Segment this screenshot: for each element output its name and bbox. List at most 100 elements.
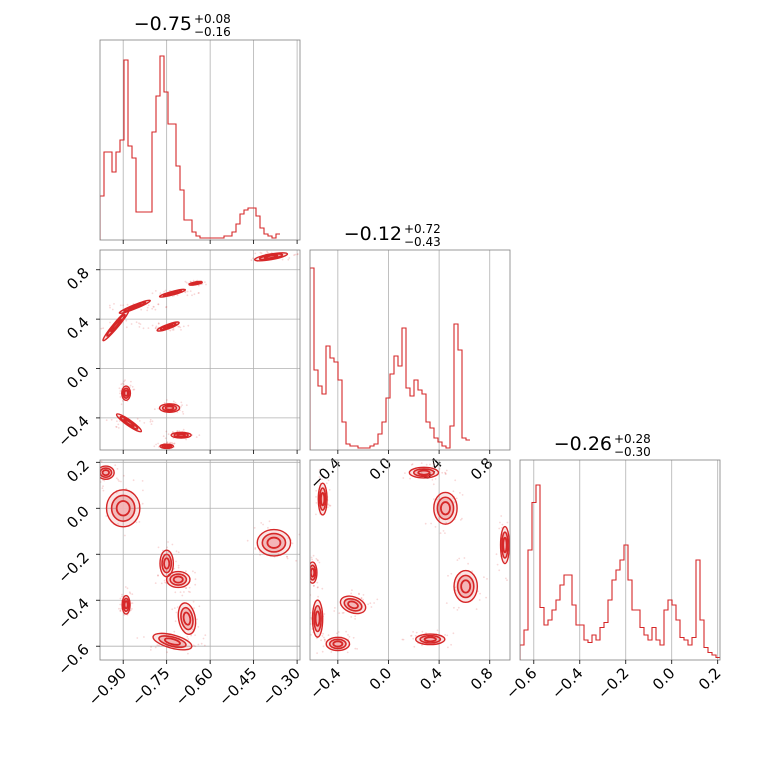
p2_vs_p1-blob-4-point-16 — [498, 569, 501, 572]
p1_vs_p0-blob-4-point-8 — [198, 284, 200, 287]
p1_vs_p0-blob-0-point-10 — [296, 253, 299, 256]
hist_p0-frame — [99, 39, 301, 241]
p2_vs_p1-blob-9-point-19 — [415, 631, 418, 634]
p2_vs_p1-contours — [308, 462, 512, 654]
p1_vs_p0-blob-7-point-21 — [110, 418, 113, 421]
hist_p0-title: −0.75 +0.08−0.16 — [134, 12, 231, 39]
p2_vs_p0-blob-5-point-15 — [198, 605, 201, 608]
p1_vs_p0-blob-0-point-21 — [288, 257, 291, 259]
p1_vs_p0-blob-1-point-18 — [125, 319, 128, 322]
p2_vs_p1-blob-6-point-3 — [350, 592, 353, 595]
p2_vs_p1-blob-8-point-2 — [316, 637, 318, 640]
p2_vs_p1-blob-8-point-1 — [321, 650, 324, 653]
p2_vs_p0-blob-3-point-8 — [177, 564, 180, 567]
p2_vs_p0-blob-6-point-5 — [204, 634, 207, 637]
p2_vs_p0-blob-7-point-8 — [262, 523, 264, 526]
p2_vs_p1-blob-3-point-18 — [313, 584, 315, 587]
p2_vs_p0-blob-6-point-13 — [183, 629, 185, 632]
p2_vs_p1-blob-3-inner — [310, 567, 316, 578]
p1_vs_p0-blob-2-inner — [127, 303, 142, 311]
p2_vs_p0-blob-5-point-1 — [197, 626, 200, 628]
p1_vs_p0-blob-3-point-20 — [163, 290, 166, 293]
p2_vs_p1-blob-1-point-5 — [315, 489, 318, 492]
p2_vs_p0-blob-0-point-19 — [95, 477, 97, 479]
p1_vs_p0-blob-5-point-20 — [187, 324, 190, 327]
p2_vs_p1-blob-3-point-21 — [316, 559, 319, 561]
p1_vs_p0-blob-4-point-20 — [184, 280, 187, 283]
p2_vs_p1-blob-4-point-20 — [510, 544, 512, 546]
p2_vs_p0-blob-5-inner — [182, 611, 192, 626]
p1_vs_p0-blob-7-inner — [123, 418, 135, 428]
p1_vs_p0-blob-5-inner — [162, 323, 174, 330]
p2_vs_p1-blob-0-point-10 — [404, 472, 406, 474]
p1_vs_p0-blob-7-point-18 — [150, 423, 153, 425]
p1_vs_p0-blob-6-point-6 — [119, 396, 122, 398]
p2_vs_p0-blob-4-point-0 — [162, 569, 165, 572]
p2_vs_p0-blob-5-point-20 — [181, 594, 184, 597]
p1_vs_p0-blob-2-point-19 — [108, 304, 111, 307]
p2_vs_p0-blob-2-point-6 — [124, 586, 127, 588]
p1_vs_p0-blob-1-point-11 — [135, 321, 138, 324]
p2_vs_p0-blob-4-point-11 — [167, 578, 169, 581]
p1_vs_p0-blob-0-point-11 — [287, 258, 290, 261]
p1_vs_p0-blob-5-point-9 — [171, 328, 174, 331]
p2_vs_p1-blob-9-point-15 — [402, 638, 405, 641]
hist_p0-title-plus: +0.08 — [194, 12, 231, 26]
p2_vs_p1-blob-7-point-15 — [317, 595, 319, 598]
p1_vs_p0-blob-3-point-19 — [184, 291, 187, 294]
p2_vs_p0-contours — [95, 460, 300, 655]
p2_vs_p1-blob-3-point-12 — [311, 558, 313, 561]
hist_p1-title: −0.12 +0.72−0.43 — [344, 222, 441, 249]
p2_vs_p0-blob-7-point-12 — [277, 553, 280, 556]
p2_vs_p1-blob-6-inner — [347, 600, 359, 610]
p1_vs_p0-blob-1-point-17 — [102, 327, 105, 330]
p2_vs_p0-blob-7-point-11 — [259, 554, 261, 556]
p1_vs_p0-blob-9-point-0 — [162, 435, 165, 438]
p2_vs_p0-blob-7-point-3 — [291, 542, 294, 545]
p1_vs_p0-blob-1-point-2 — [130, 323, 133, 325]
p2_vs_p0-ytick-label-4: 0.2 — [63, 456, 93, 486]
p2_vs_p1-blob-1-point-15 — [327, 503, 330, 506]
p1_vs_p0-blob-3-point-6 — [189, 290, 192, 292]
p2_vs_p0-blob-7-point-13 — [286, 557, 289, 560]
p2_vs_p0-blob-7-inner — [266, 536, 282, 549]
p1_vs_p0-blob-7-point-15 — [105, 419, 108, 422]
p2_vs_p0-blob-5-point-16 — [173, 607, 176, 609]
p1_vs_p0-blob-1-point-6 — [95, 326, 97, 328]
p2_vs_p0-blob-4-point-3 — [172, 568, 175, 571]
p1_vs_p0-blob-1-point-14 — [139, 323, 142, 325]
p2_vs_p0-blob-3-point-13 — [164, 581, 167, 584]
p2_vs_p0-blob-6-point-9 — [192, 644, 195, 647]
p2_vs_p1-blob-7-point-19 — [321, 587, 324, 590]
p2_vs_p1-blob-1-point-16 — [318, 476, 321, 478]
p2_vs_p0-blob-1-point-12 — [118, 480, 120, 482]
p1_vs_p0-blob-0-point-0 — [302, 256, 304, 258]
p2_vs_p1-blob-0-point-9 — [444, 471, 446, 474]
p2_vs_p0-blob-2-point-19 — [131, 593, 134, 595]
p2_vs_p0-blob-4-point-14 — [194, 583, 197, 586]
p2_vs_p0-blob-0-point-3 — [95, 472, 97, 474]
p2_vs_p0-xtick-label-0: −0.90 — [85, 664, 130, 709]
p2_vs_p1-blob-8-point-16 — [320, 639, 322, 642]
p2_vs_p1-blob-5-point-20 — [479, 592, 481, 595]
p2_vs_p1-blob-1-point-19 — [325, 482, 328, 485]
p2_vs_p0-blob-2-point-11 — [126, 587, 129, 590]
p2_vs_p0-blob-5-point-17 — [193, 607, 195, 609]
p2_vs_p0-blob-1-point-0 — [135, 521, 138, 524]
p2_vs_p1-blob-5-point-10 — [478, 599, 481, 601]
p1_vs_p0-blob-9-point-1 — [178, 430, 181, 432]
p2_vs_p0-blob-3-point-6 — [166, 546, 169, 549]
p2_vs_p0-ytick-label-0: −0.6 — [54, 640, 92, 678]
p1_vs_p0-blob-5-point-21 — [157, 322, 160, 325]
p2_vs_p1-blob-3-point-16 — [308, 566, 310, 568]
p1_vs_p0-blob-3-point-12 — [186, 290, 189, 293]
p2_vs_p1-blob-7-point-3 — [323, 638, 326, 641]
p2_vs_p1-blob-3-point-14 — [310, 556, 313, 559]
p2_vs_p1-blob-8-point-10 — [352, 636, 355, 639]
hist_p2-title-median: −0.26 — [554, 433, 612, 455]
p1_vs_p0-blob-3-point-1 — [164, 289, 167, 292]
p2_vs_p0-blob-4-point-12 — [157, 574, 159, 577]
p2_vs_p0-blob-2-point-7 — [119, 597, 122, 600]
p2_vs_p1-blob-2-point-15 — [452, 490, 455, 493]
p2_vs_p0-xtick-label-2: −0.60 — [172, 664, 217, 709]
